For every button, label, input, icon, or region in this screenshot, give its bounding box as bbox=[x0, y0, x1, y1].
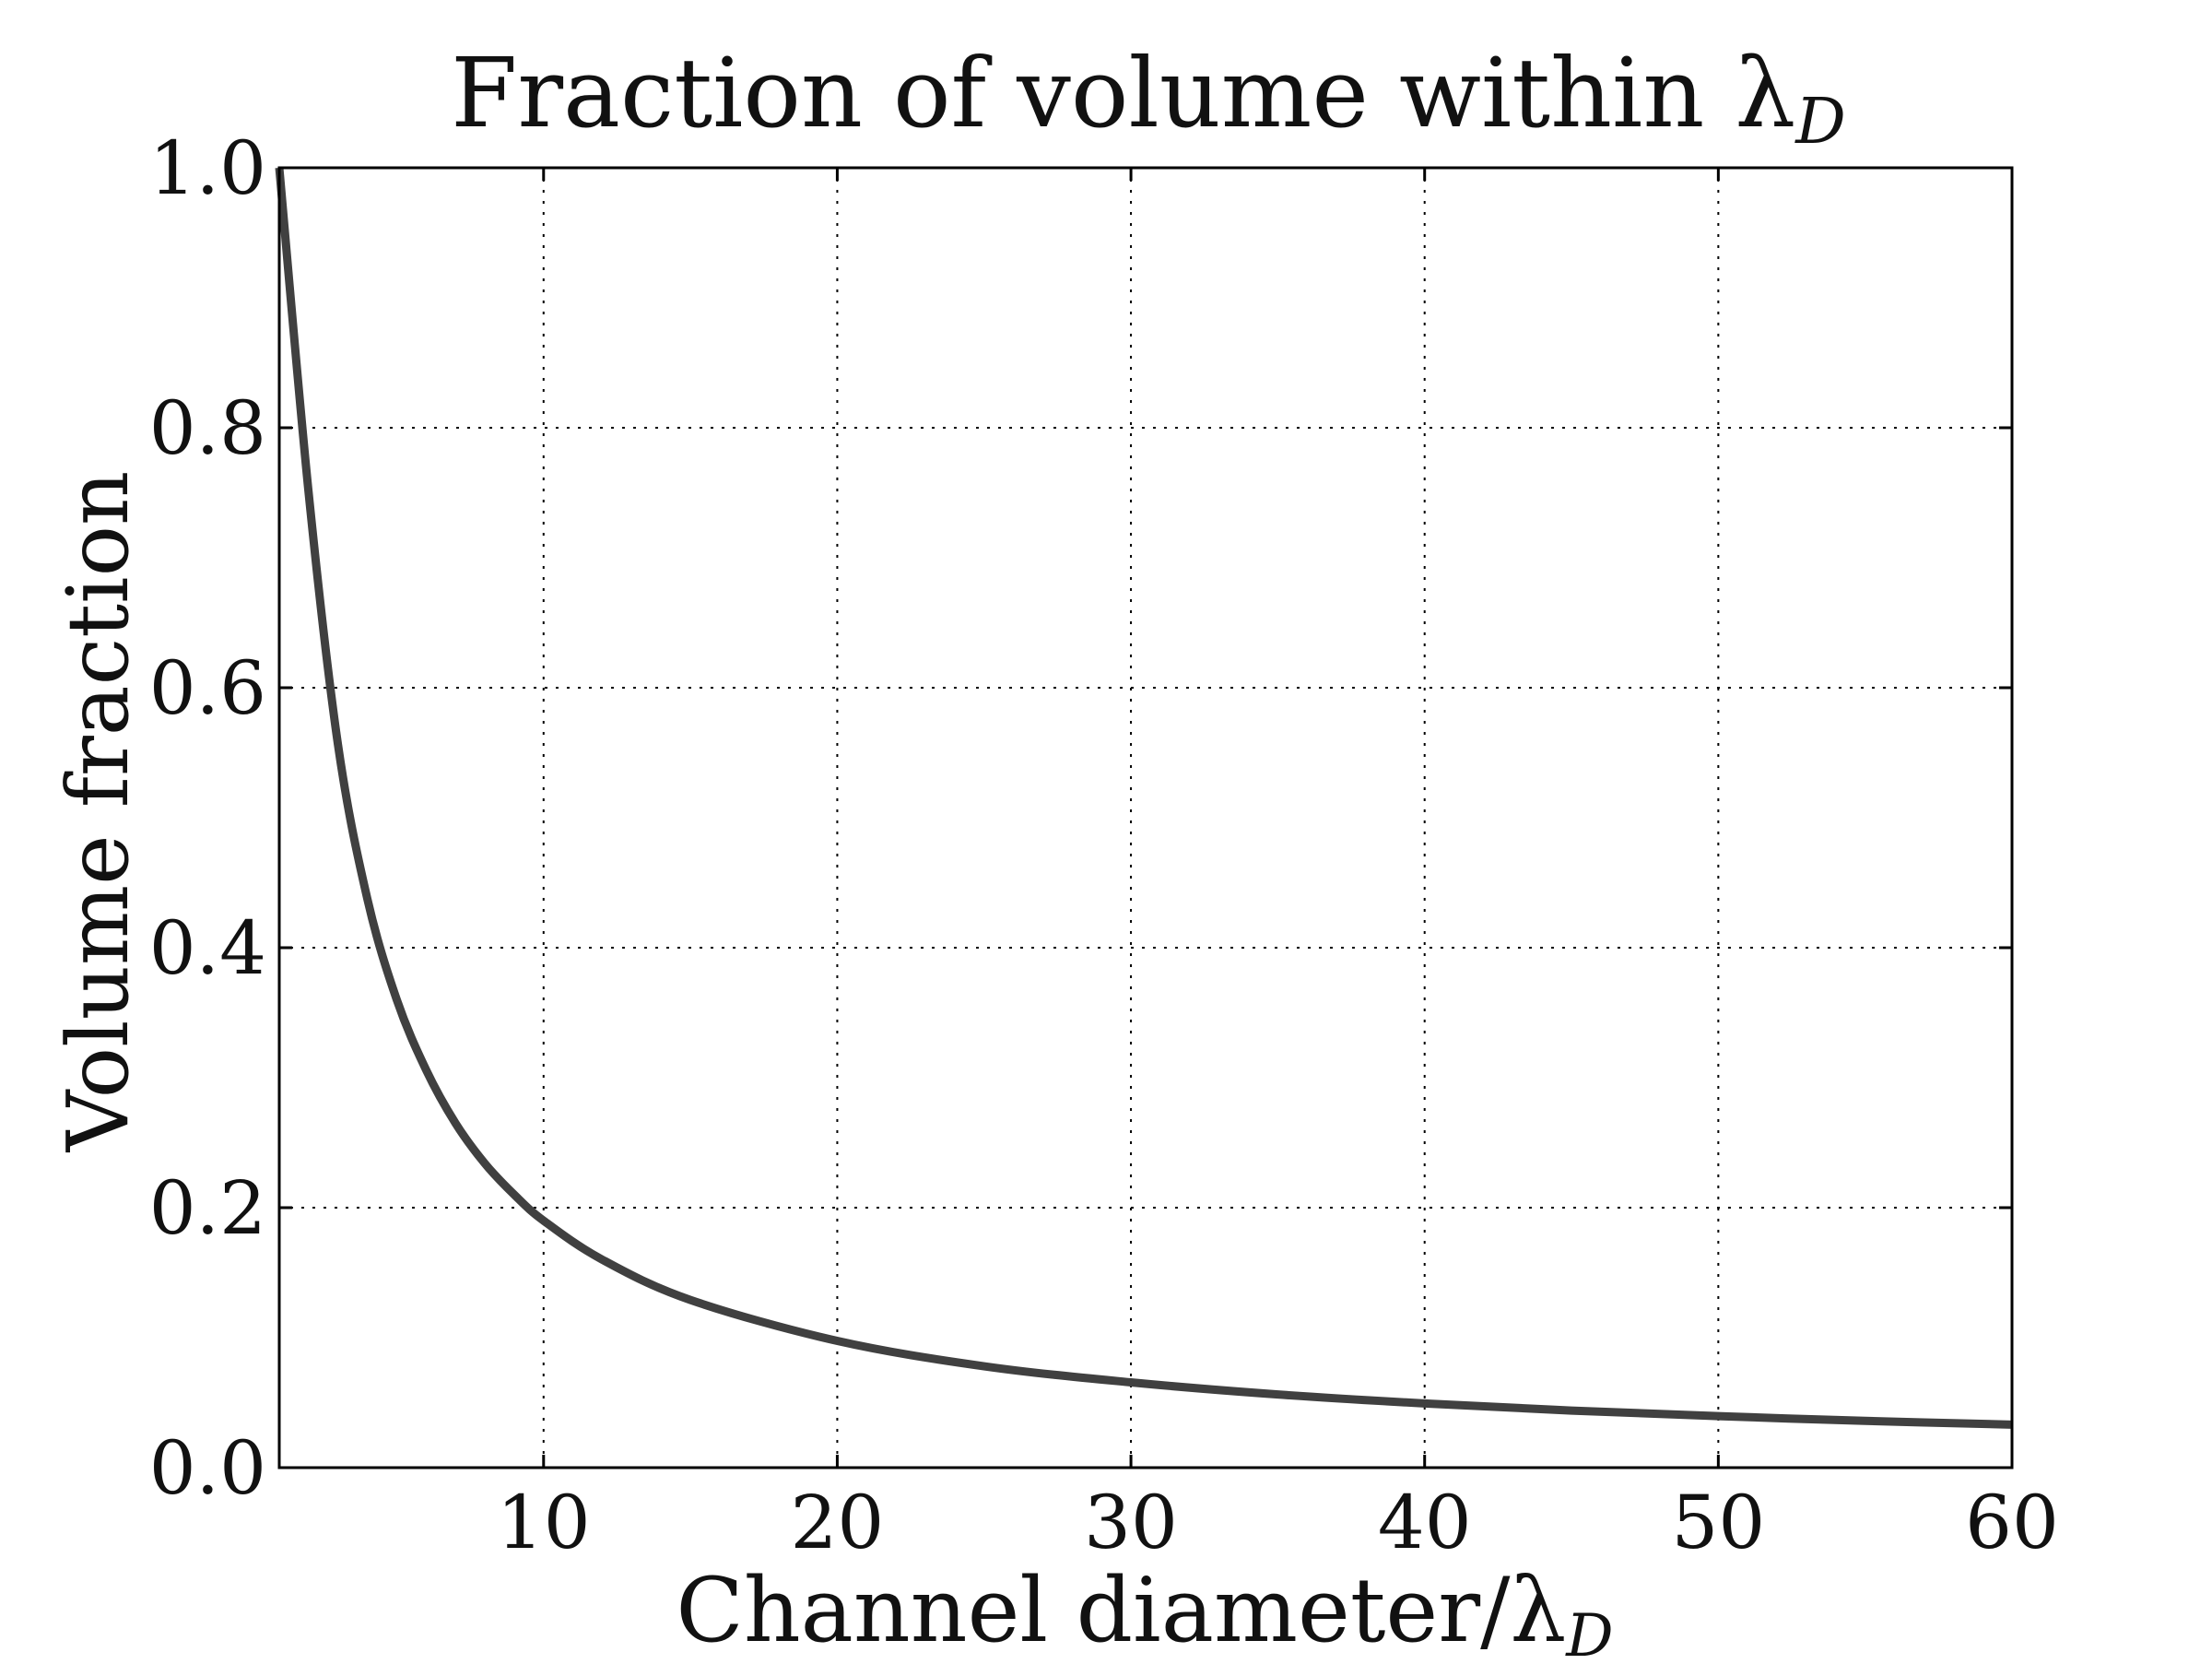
x-axis-label-text: Channel diameter/λ bbox=[676, 1559, 1566, 1659]
y-axis-label: Volume fraction bbox=[49, 471, 147, 1152]
x-axis-label: Channel diameter/λD bbox=[676, 1559, 1613, 1659]
chart-title: Fraction of volume within λD bbox=[451, 37, 1846, 159]
plot-frame bbox=[277, 166, 2014, 1469]
chart-title-text: Fraction of volume within λ bbox=[451, 37, 1795, 149]
x-tick-label: 30 bbox=[1084, 1480, 1178, 1565]
x-axis-label-subscript: D bbox=[1565, 1602, 1613, 1659]
grid-layer bbox=[279, 168, 2013, 1468]
series-line bbox=[275, 167, 2013, 1429]
x-tick-label: 40 bbox=[1378, 1480, 1472, 1565]
series-layer bbox=[275, 167, 2013, 1429]
chart-title-subscript: D bbox=[1794, 86, 1846, 159]
tick-layer: 10 20 30 40 50 60 0.0 0.2 0.4 0.6 0.8 1.0 bbox=[149, 125, 2059, 1565]
y-tick-label: 0.6 bbox=[149, 645, 266, 731]
y-tick-label: 1.0 bbox=[149, 125, 266, 211]
y-tick-label: 0.4 bbox=[149, 905, 266, 991]
y-tick-label: 0.8 bbox=[149, 385, 266, 471]
x-tick-label: 10 bbox=[497, 1480, 591, 1565]
x-tick-label: 60 bbox=[1965, 1480, 2059, 1565]
x-tick-label: 20 bbox=[791, 1480, 885, 1565]
y-tick-label: 0.2 bbox=[149, 1165, 266, 1251]
x-tick-label: 50 bbox=[1671, 1480, 1765, 1565]
y-tick-label: 0.0 bbox=[149, 1425, 266, 1511]
